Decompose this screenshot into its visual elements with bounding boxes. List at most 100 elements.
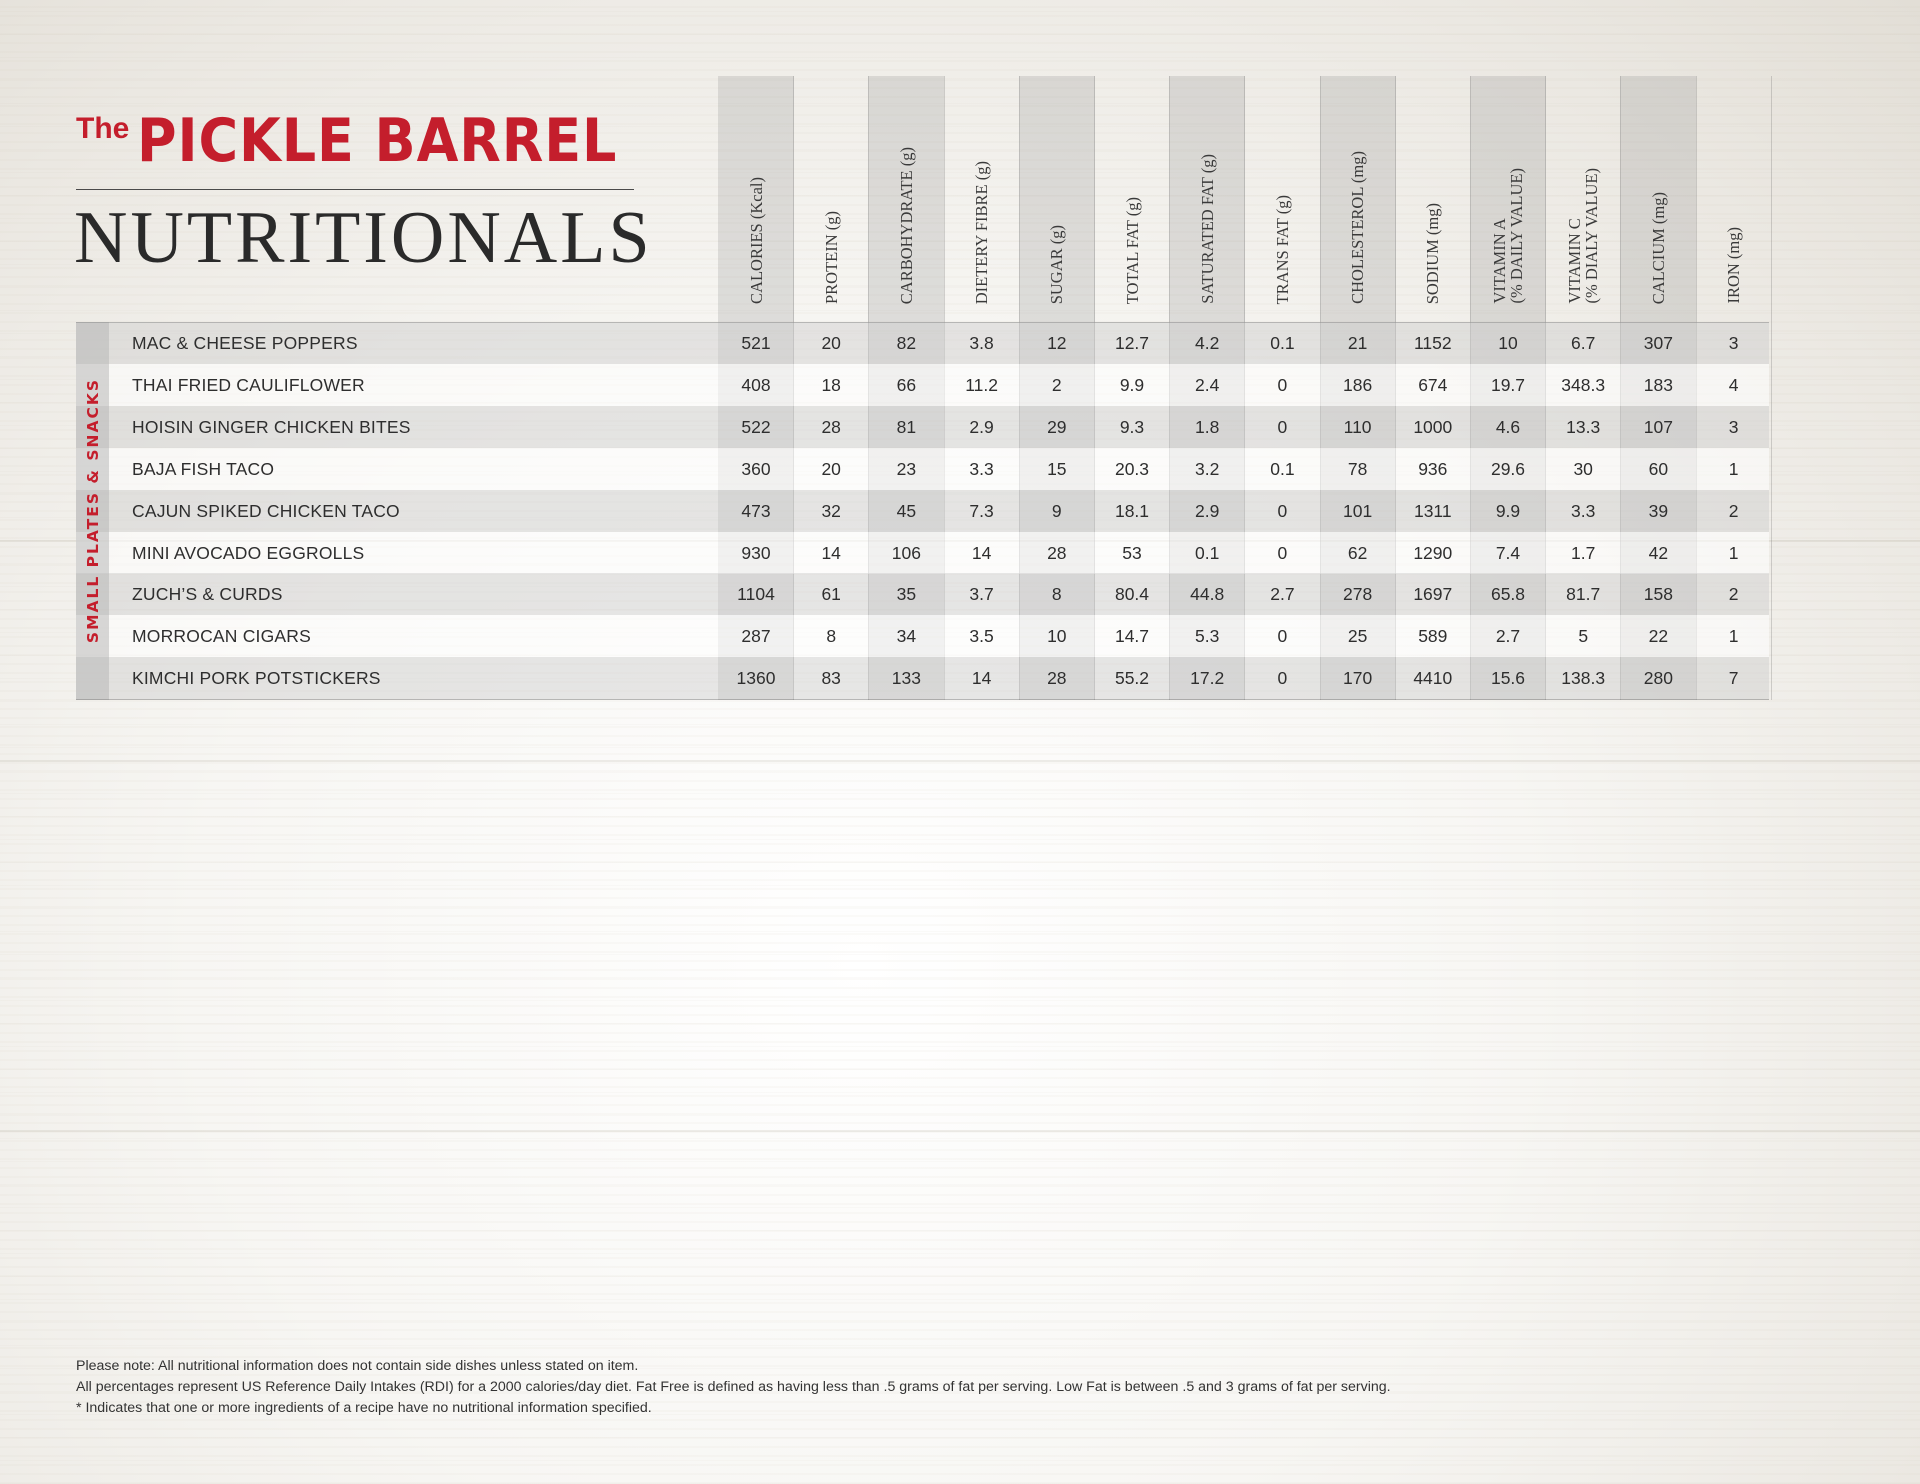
table-cell: 183 [1643,374,1673,395]
menu-item-name: MORROCAN CIGARS [132,626,311,647]
column-header: CALCIUM (mg) [1620,76,1696,304]
table-cell: 17.2 [1190,668,1225,689]
table-row: ZUCH’S & CURDS 1104 61 35 3.7 8 80.4 44.8 2.7 278… [76,573,1769,616]
table-cell: 65.8 [1490,584,1526,605]
menu-item-name: MINI AVOCADO EGGROLLS [132,542,365,563]
table-cell: 35 [896,584,917,605]
table-cell: 2.7 [1270,584,1295,605]
table-cell: 78 [1347,458,1368,479]
table-cell: 2.9 [1195,500,1220,521]
column-header: SUGAR (g) [1019,76,1095,304]
table-cell: 18.1 [1114,500,1150,521]
table-row: THAI FRIED CAULIFLOWER 408 18 66 11.2 2 9.9 2.4… [76,363,1769,406]
table-cell: 6.7 [1571,333,1596,353]
column-header: TOTAL FAT (g) [1094,76,1170,304]
table-cell: 15.6 [1490,668,1526,689]
table-cell: 360 [741,458,771,479]
table-cell: 21 [1347,333,1368,353]
table-cell: 0 [1277,668,1288,689]
table-cell: 186 [1342,374,1373,395]
table-cell: 9.9 [1119,374,1145,395]
table-cell: 2 [1728,500,1739,521]
section-label-text: SMALL PLATES & SNACKS [83,378,102,644]
table-cell: 0.1 [1270,333,1295,353]
column-header: SATURATED FAT (g) [1169,76,1245,304]
table-cell: 107 [1643,416,1673,437]
table-cell: 18 [821,374,841,395]
table-cell: 589 [1418,626,1448,647]
column-header: IRON (mg) [1696,76,1772,304]
table-cell: 23 [896,458,917,479]
table-cell: 7.4 [1495,542,1521,563]
table-cell: 81.7 [1566,584,1601,605]
table-cell: 14 [821,542,841,563]
note-line: All percentages represent US Reference D… [76,1379,1391,1395]
column-header-label: TRANS FAT (g) [1272,194,1292,304]
table-cell: 15 [1047,458,1067,479]
table-cell: 3.5 [969,626,994,647]
table-cell: 22 [1648,626,1669,647]
table-cell: 10 [1498,333,1518,353]
column-header-label: SODIUM (mg) [1423,202,1443,304]
title-divider [76,189,634,190]
table-cell: 522 [741,416,771,437]
brand-name: PICKLE BARREL [137,106,618,176]
table-cell: 1.7 [1571,542,1596,563]
table-bottom-rule [76,699,1769,700]
column-header-label: IRON (mg) [1724,227,1744,304]
wood-plank-line [0,760,1920,762]
wood-plank-line [0,1130,1920,1132]
table-cell: 138.3 [1561,668,1606,689]
note-line: Please note: All nutritional information… [76,1358,639,1374]
table-cell: 2.7 [1495,626,1521,647]
menu-item-name: ZUCH’S & CURDS [132,584,283,605]
table-cell: 8 [1051,584,1062,605]
table-cell: 44.8 [1190,584,1225,605]
menu-item-name: HOISIN GINGER CHICKEN BITES [132,416,411,437]
footer-notes: Please note: All nutritional information… [76,1356,1776,1419]
table-cell: 1 [1728,458,1739,479]
table-cell: 280 [1643,668,1673,689]
table-row: MINI AVOCADO EGGROLLS 930 14 106 14 28 53 0.1 0 6… [76,531,1769,574]
table-cell: 81 [896,416,917,437]
table-cell: 42 [1648,542,1669,563]
table-cell: 1697 [1413,584,1453,605]
table-row: MORROCAN CIGARS 287 8 34 3.5 10 14.7 5.3 0 25 589 2… [76,615,1769,658]
table-cell: 0 [1277,374,1288,395]
table-cell: 3 [1728,416,1739,437]
section-sidebar [76,322,109,700]
table-cell: 13.3 [1566,416,1601,437]
table-cell: 170 [1342,668,1373,689]
table-cell: 158 [1643,584,1673,605]
column-header-label: CALCIUM (mg) [1648,191,1668,304]
table-cell: 12.7 [1114,333,1150,353]
table-cell: 930 [741,542,771,563]
table-cell: 1290 [1413,542,1453,563]
table-row: CAJUN SPIKED CHICKEN TACO 473 32 45 7.3 9 18.1… [76,489,1769,532]
table-cell: 53 [1122,542,1142,563]
table-cell: 2.9 [969,416,994,437]
table-cell: 936 [1418,458,1448,479]
table-cell: 4.6 [1495,416,1521,437]
table-cell: 348.3 [1561,374,1606,395]
table-cell: 0 [1277,542,1288,563]
table-cell: 3.3 [1571,500,1596,521]
table-cell: 4410 [1413,668,1453,689]
table-cell: 10 [1047,626,1067,647]
column-header-label: TOTAL FAT (g) [1122,196,1142,304]
table-cell: 101 [1342,500,1373,521]
column-header: TRANS FAT (g) [1244,76,1320,304]
table-row: HOISIN GINGER CHICKEN BITES 522 28 81 2.9 29 9… [76,405,1769,448]
table-cell: 61 [821,584,841,605]
table-row: KIMCHI PORK POTSTICKERS 1360 83 133 14 28 55.2… [76,657,1769,700]
column-header-label: PROTEIN (g) [821,210,841,304]
column-header: VITAMIN A (% DAILY VALUE) [1470,76,1546,304]
table-cell: 5 [1578,626,1589,647]
column-header: CHOLESTEROL (mg) [1320,76,1396,304]
table-cell: 408 [741,374,771,395]
table-cell: 674 [1418,374,1448,395]
note-line: * Indicates that one or more ingredients… [76,1400,652,1416]
table-cell: 2 [1728,584,1739,605]
table-cell: 3.3 [969,458,994,479]
table-cell: 473 [741,500,771,521]
